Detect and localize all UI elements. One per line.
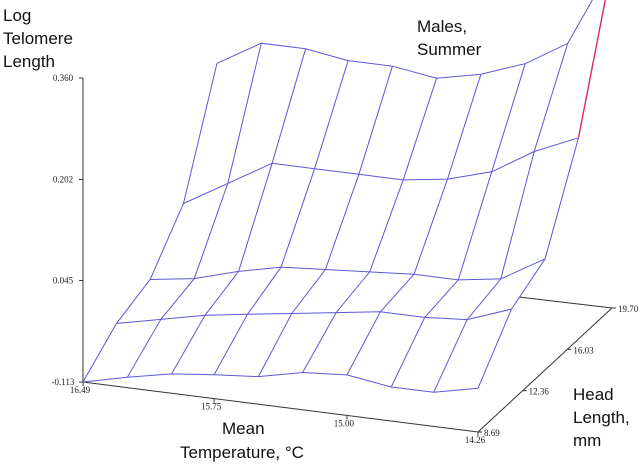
z-tick-label: 0.202 xyxy=(53,175,73,185)
z-tick-label: -0.113 xyxy=(52,377,75,387)
mesh-line-temperature xyxy=(213,60,349,376)
x-axis-label-line2: Temperature, °C xyxy=(180,443,304,462)
y-tick-label: 19.70 xyxy=(618,304,639,314)
mesh-line-temperature xyxy=(82,63,218,383)
y-axis-line xyxy=(477,307,613,433)
z-axis-label-line3: Length xyxy=(3,52,55,71)
y-tick-label: 12.36 xyxy=(529,387,550,397)
mesh-line-temperature xyxy=(390,63,526,388)
y-tick-label: 16.03 xyxy=(573,345,594,355)
mesh-line-temperature xyxy=(346,74,482,376)
y-tick-label: 8.69 xyxy=(484,428,500,438)
x-tick-label: 15.00 xyxy=(334,418,355,428)
z-axis-label-line1: Log xyxy=(3,6,31,25)
chart-title-line2: Summer xyxy=(417,40,482,59)
mesh-line-temperature xyxy=(433,43,569,393)
mesh-highlight-edge xyxy=(577,0,606,138)
y-axis-label-line3: mm xyxy=(573,431,601,450)
surface-mesh xyxy=(82,0,606,393)
mesh-line-temperature xyxy=(171,48,307,375)
x-axis-label-line1: Mean xyxy=(222,419,265,438)
mesh-line-head-length xyxy=(82,371,479,393)
y-axis-label-line1: Head xyxy=(573,385,614,404)
back-floor-line xyxy=(518,296,613,309)
x-tick-label: 14.26 xyxy=(465,435,486,445)
mesh-line-head-length xyxy=(116,308,512,324)
z-tick-label: 0.360 xyxy=(53,73,74,83)
x-tick-label: 15.75 xyxy=(201,402,222,412)
chart-title-line1: Males, xyxy=(417,17,467,36)
mesh-line-head-length xyxy=(216,0,593,79)
mesh-line-temperature xyxy=(302,78,438,373)
mesh-line-temperature xyxy=(257,66,393,377)
z-tick-label: 0.045 xyxy=(53,275,74,285)
x-tick-label: 16.49 xyxy=(70,385,91,395)
y-axis-label-line2: Length, xyxy=(573,408,630,427)
mesh-line-temperature xyxy=(126,43,262,378)
mesh-line-head-length xyxy=(183,137,579,204)
mesh-line-temperature xyxy=(477,0,606,389)
mesh-line-head-length xyxy=(150,258,546,281)
axes xyxy=(82,78,613,433)
x-axis-line xyxy=(82,381,479,433)
z-axis-label-line2: Telomere xyxy=(3,29,73,48)
